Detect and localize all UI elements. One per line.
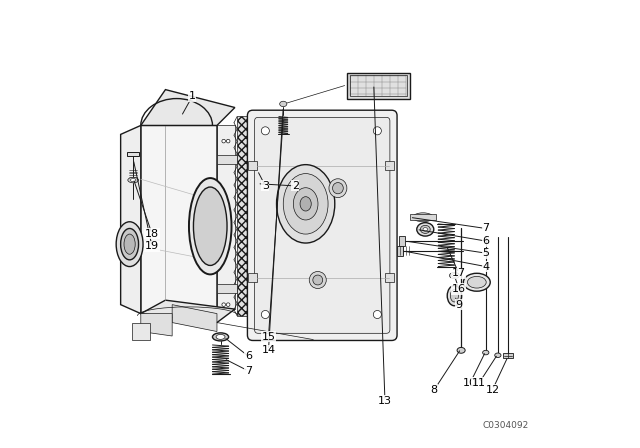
Ellipse shape [373, 127, 381, 135]
Polygon shape [248, 161, 257, 170]
Ellipse shape [261, 127, 269, 135]
Ellipse shape [483, 350, 489, 355]
Text: 19: 19 [145, 241, 159, 251]
Ellipse shape [413, 213, 433, 222]
Text: 13: 13 [378, 396, 392, 406]
Text: C0304092: C0304092 [482, 421, 528, 430]
Polygon shape [385, 161, 394, 170]
Ellipse shape [451, 289, 458, 302]
Text: 6: 6 [245, 351, 252, 361]
Ellipse shape [227, 303, 230, 306]
Ellipse shape [276, 164, 335, 243]
Polygon shape [385, 273, 394, 282]
Text: 5: 5 [483, 248, 489, 258]
Polygon shape [141, 125, 217, 323]
Text: 6: 6 [483, 236, 489, 246]
Ellipse shape [189, 178, 232, 274]
Polygon shape [217, 284, 237, 293]
Ellipse shape [128, 177, 138, 183]
Ellipse shape [120, 228, 138, 260]
Ellipse shape [300, 197, 311, 211]
Ellipse shape [284, 173, 328, 234]
Ellipse shape [449, 272, 460, 279]
Polygon shape [237, 116, 257, 316]
Ellipse shape [420, 225, 430, 233]
Text: 2: 2 [292, 181, 299, 191]
Polygon shape [217, 155, 237, 164]
FancyBboxPatch shape [255, 117, 390, 333]
Ellipse shape [216, 334, 225, 340]
Text: 7: 7 [482, 224, 490, 233]
Text: 17: 17 [452, 268, 466, 278]
Ellipse shape [261, 310, 269, 319]
Ellipse shape [227, 139, 230, 143]
Polygon shape [347, 73, 410, 99]
Text: 16: 16 [452, 284, 466, 294]
Polygon shape [410, 214, 436, 220]
Ellipse shape [212, 333, 228, 341]
Text: 1: 1 [189, 91, 196, 101]
Text: 11: 11 [472, 378, 486, 388]
Ellipse shape [447, 286, 461, 306]
Text: 15: 15 [262, 332, 275, 342]
Polygon shape [141, 314, 172, 336]
Polygon shape [127, 152, 139, 156]
Ellipse shape [222, 139, 225, 143]
Polygon shape [141, 90, 235, 125]
Text: 10: 10 [463, 378, 477, 388]
Polygon shape [217, 125, 235, 309]
Ellipse shape [193, 187, 227, 265]
Ellipse shape [457, 348, 465, 353]
Polygon shape [141, 300, 235, 323]
Text: 9: 9 [455, 300, 463, 310]
Text: 18: 18 [145, 229, 159, 239]
Polygon shape [172, 305, 217, 332]
Ellipse shape [329, 179, 347, 198]
Ellipse shape [373, 310, 381, 319]
FancyBboxPatch shape [248, 110, 397, 340]
Ellipse shape [222, 303, 225, 306]
Text: 4: 4 [482, 262, 490, 271]
Polygon shape [248, 273, 257, 282]
Ellipse shape [423, 228, 428, 231]
Polygon shape [120, 125, 141, 314]
Ellipse shape [124, 234, 135, 254]
Polygon shape [503, 353, 513, 358]
Ellipse shape [309, 271, 326, 289]
Ellipse shape [116, 222, 143, 267]
Ellipse shape [417, 223, 434, 236]
Text: 8: 8 [431, 385, 438, 395]
Ellipse shape [452, 274, 457, 277]
Polygon shape [397, 246, 403, 256]
Ellipse shape [313, 275, 323, 285]
Ellipse shape [463, 273, 490, 291]
Polygon shape [132, 323, 150, 340]
Text: 3: 3 [262, 181, 269, 191]
Ellipse shape [495, 353, 501, 358]
Polygon shape [399, 236, 405, 246]
Text: 7: 7 [244, 366, 252, 376]
Ellipse shape [293, 188, 318, 220]
Text: 12: 12 [485, 385, 500, 395]
Text: 14: 14 [261, 345, 276, 355]
Ellipse shape [131, 179, 136, 182]
Ellipse shape [280, 101, 287, 107]
Ellipse shape [467, 276, 486, 288]
Ellipse shape [333, 182, 343, 194]
